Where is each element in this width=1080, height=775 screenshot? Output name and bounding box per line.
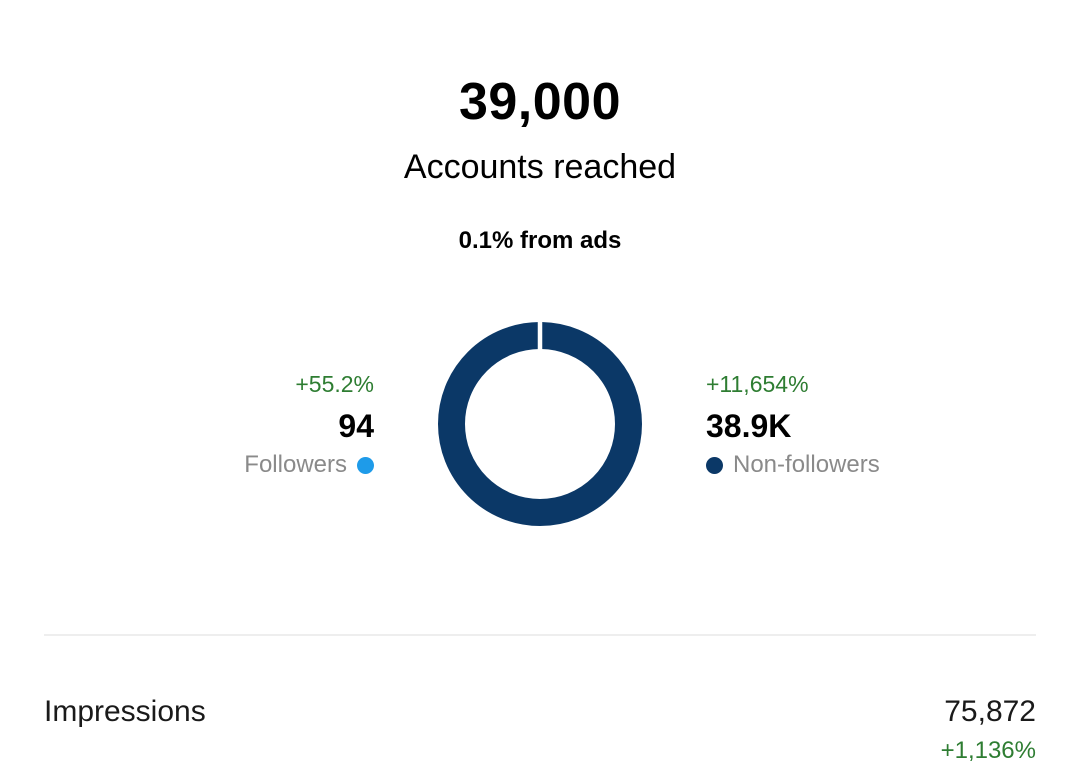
impressions-label: Impressions — [44, 695, 206, 728]
followers-dot-icon — [357, 456, 374, 474]
non-followers-value: 38.9K — [706, 408, 792, 444]
non-followers-change: +11,654% — [706, 371, 809, 397]
followers-stat: +55.2% 94 Followers — [244, 368, 374, 482]
impressions-change: +1,136% — [940, 737, 1036, 764]
donut-separator — [537, 322, 543, 350]
reach-donut-chart — [438, 322, 642, 526]
non-followers-label: Non-followers — [733, 451, 880, 478]
non-followers-legend: Non-followers — [706, 448, 880, 482]
ads-note: 0.1% from ads — [458, 227, 622, 254]
section-divider — [44, 634, 1036, 636]
accounts-reached-label: Accounts reached — [403, 148, 677, 186]
followers-legend: Followers — [244, 448, 374, 482]
accounts-reached-total: 39,000 — [458, 73, 622, 131]
followers-change: +55.2% — [295, 371, 374, 397]
impressions-value: 75,872 — [944, 695, 1036, 728]
followers-label: Followers — [244, 451, 347, 478]
followers-value: 94 — [338, 408, 374, 444]
non-followers-dot-icon — [706, 456, 723, 474]
donut-slice-non-followers — [438, 322, 642, 526]
non-followers-stat: +11,654% 38.9K Non-followers — [706, 368, 880, 482]
